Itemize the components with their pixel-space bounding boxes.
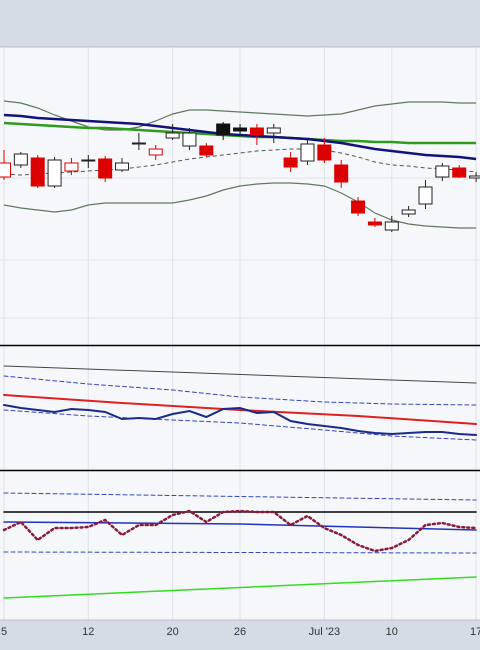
x-tick-label: 10 <box>386 626 398 638</box>
candle-body <box>47 159 62 187</box>
candle-body <box>317 144 332 161</box>
overlay-line <box>3 100 477 131</box>
overlay-line <box>3 182 477 229</box>
indicator-line <box>3 375 477 406</box>
candle-body <box>148 148 163 156</box>
candle-body <box>249 127 264 136</box>
candle-body <box>367 221 382 226</box>
candle-body <box>199 145 214 156</box>
candle-body <box>469 175 480 179</box>
indicator-line <box>3 409 477 441</box>
candle-body <box>418 186 433 205</box>
candle-body <box>0 162 11 178</box>
candle-body <box>115 162 130 171</box>
overlay-line <box>3 148 477 176</box>
candle-body <box>334 164 349 183</box>
candle-body <box>452 167 467 178</box>
indicator-line <box>3 365 477 384</box>
x-tick-label: 26 <box>234 626 246 638</box>
candle-body <box>300 143 315 162</box>
plot <box>0 100 480 599</box>
indicator-line <box>3 551 477 554</box>
x-tick-label: 5 <box>1 626 7 638</box>
indicator-line <box>3 404 478 436</box>
candle-body <box>81 159 96 162</box>
candle-body <box>401 209 416 215</box>
candle-body <box>165 132 180 139</box>
candle-body <box>435 165 450 178</box>
candle-body <box>131 142 146 145</box>
candle-body <box>351 200 366 214</box>
indicator-line <box>3 394 478 425</box>
candle-body <box>283 157 298 168</box>
candle-body <box>13 153 28 166</box>
candle-body <box>216 123 231 136</box>
x-tick-label: Jul '23 <box>309 626 340 638</box>
candle-body <box>30 157 45 187</box>
indicator-line <box>2 509 478 553</box>
candle-body <box>64 162 79 172</box>
candle-body <box>182 132 197 147</box>
candle-body <box>98 158 113 179</box>
candle-body <box>233 127 248 132</box>
indicator-line <box>3 576 477 599</box>
indicator-line <box>3 492 477 501</box>
x-tick-label: 12 <box>82 626 94 638</box>
candle-body <box>266 127 281 134</box>
candle-body <box>384 221 399 231</box>
indicator-line <box>3 521 477 531</box>
x-tick-label: 20 <box>166 626 178 638</box>
x-tick-label: 17 <box>470 626 480 638</box>
